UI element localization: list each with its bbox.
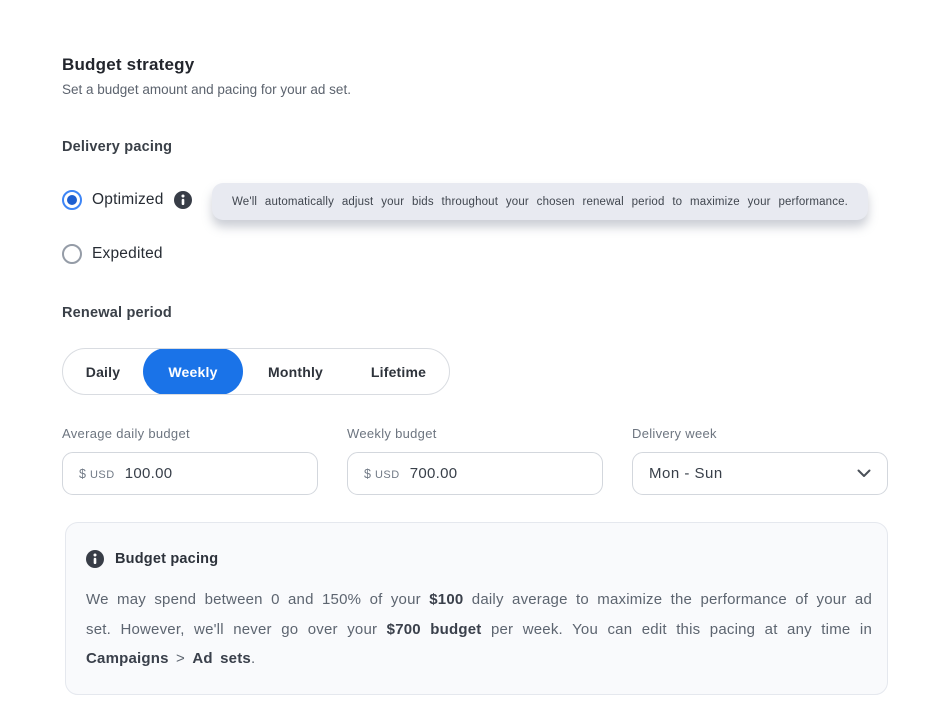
radio-option-expedited[interactable]: Expedited — [62, 244, 163, 264]
info-icon[interactable] — [173, 191, 192, 209]
weekly-budget-label: Weekly budget — [347, 426, 437, 441]
delivery-week-value: Mon - Sun — [649, 465, 723, 482]
weekly-budget-field[interactable]: $ USD — [347, 452, 603, 495]
radio-unselected-control[interactable] — [62, 244, 82, 264]
info-icon — [86, 550, 104, 568]
currency-symbol: $ — [364, 466, 371, 481]
delivery-pacing-label: Delivery pacing — [62, 139, 173, 155]
page-subtitle: Set a budget amount and pacing for your … — [62, 82, 351, 97]
delivery-week-select[interactable]: Mon - Sun — [632, 452, 888, 495]
budget-pacing-infobox: Budget pacing We may spend between 0 and… — [65, 522, 888, 695]
tooltip-text: We'll automatically adjust your bids thr… — [232, 195, 848, 208]
tab-monthly[interactable]: Monthly — [267, 363, 324, 380]
radio-option-optimized[interactable]: Optimized — [62, 190, 192, 210]
delivery-week-label: Delivery week — [632, 426, 717, 441]
renewal-period-tabs: Daily Weekly Monthly Lifetime — [62, 348, 450, 395]
radio-option-label: Expedited — [92, 245, 163, 262]
average-daily-budget-field[interactable]: $ USD — [62, 452, 318, 495]
currency-code: USD — [374, 468, 400, 481]
currency-code: USD — [89, 468, 115, 481]
currency-symbol: $ — [79, 466, 86, 481]
tab-lifetime[interactable]: Lifetime — [370, 363, 427, 380]
currency-prefix: $ USD — [79, 467, 115, 481]
tab-daily[interactable]: Daily — [85, 363, 121, 380]
renewal-period-label: Renewal period — [62, 305, 172, 321]
radio-option-label: Optimized — [92, 191, 164, 208]
budget-pacing-header: Budget pacing — [86, 550, 218, 568]
optimized-tooltip: We'll automatically adjust your bids thr… — [212, 183, 868, 220]
currency-prefix: $ USD — [364, 467, 400, 481]
weekly-budget-input[interactable] — [409, 465, 560, 482]
average-daily-budget-label: Average daily budget — [62, 426, 190, 441]
budget-pacing-title: Budget pacing — [115, 551, 219, 567]
chevron-down-icon — [857, 469, 871, 477]
page-title: Budget strategy — [62, 55, 195, 75]
tab-weekly[interactable]: Weekly — [143, 349, 243, 394]
average-daily-budget-input[interactable] — [124, 465, 275, 482]
budget-pacing-text: We may spend between 0 and 150% of your … — [86, 591, 873, 667]
radio-selected-control[interactable] — [62, 190, 82, 210]
